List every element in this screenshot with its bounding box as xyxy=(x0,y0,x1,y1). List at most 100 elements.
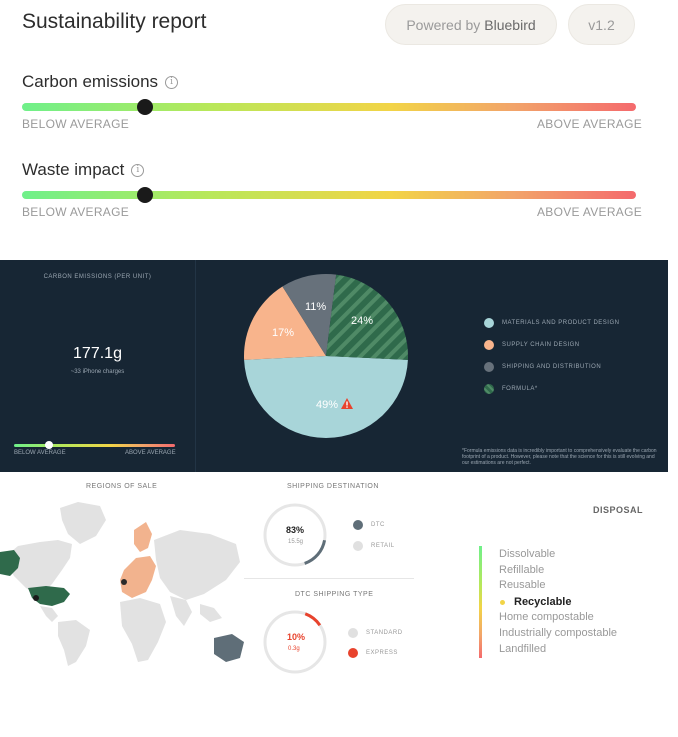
legend-label: STANDARD xyxy=(366,630,403,636)
section-divider xyxy=(244,578,414,579)
carbon-emissions-title: Carbon emissions xyxy=(22,72,159,91)
waste-impact-title: Waste impact xyxy=(22,160,125,179)
carbon-per-unit-title: CARBON EMISSIONS (PER UNIT) xyxy=(43,274,152,280)
pie-slice-materials-and-product-design xyxy=(244,356,408,438)
legend-label: DTC xyxy=(371,522,385,528)
disposal-option-dissolvable: Dissolvable xyxy=(499,548,556,560)
donut-arc xyxy=(304,539,327,565)
legend-swatch xyxy=(348,628,358,638)
legend-label: FORMULA* xyxy=(502,386,538,392)
legend-swatch xyxy=(484,362,494,372)
legend-label: MATERIALS AND PRODUCT DESIGN xyxy=(502,320,620,326)
pie-label-shipping: 11% xyxy=(305,301,327,313)
map-marker-uk xyxy=(121,579,127,585)
legend-shipping: SHIPPING AND DISTRIBUTION xyxy=(484,362,601,372)
map-region-central-america xyxy=(40,606,58,622)
carbon-mini-scale xyxy=(14,441,175,449)
pie-label-supply-chain: 17% xyxy=(272,327,295,339)
waste-impact-label: Waste impact i xyxy=(22,160,145,180)
disposal-title: DISPOSAL xyxy=(593,505,644,515)
pie-slice-shipping-and-distribution xyxy=(282,274,337,356)
pie-value-materials: 49% xyxy=(316,399,339,411)
legend-materials: MATERIALS AND PRODUCT DESIGN xyxy=(484,318,619,328)
shipping-destination-donut xyxy=(263,503,327,567)
legend-swatch xyxy=(348,648,358,658)
map-region-india xyxy=(170,596,192,626)
legend-swatch xyxy=(353,541,363,551)
shipping-destination-sub: 15.5g xyxy=(288,539,304,545)
shipping-destination-value: 83% xyxy=(286,525,305,535)
waste-impact-marker xyxy=(136,187,153,203)
legend-swatch xyxy=(484,318,494,328)
regions-title: REGIONS OF SALE xyxy=(86,483,158,490)
world-map xyxy=(0,502,244,666)
legend-swatch xyxy=(353,520,363,530)
map-region-scandinavia xyxy=(134,522,152,552)
page-title: Sustainability report xyxy=(22,10,207,33)
map-region-africa xyxy=(120,598,166,662)
legend-label: SUPPLY CHAIN DESIGN xyxy=(502,342,580,348)
carbon-breakdown-panel: CARBON EMISSIONS (PER UNIT) 177.1g ~33 i… xyxy=(0,260,668,472)
legend-label: RETAIL xyxy=(371,543,395,549)
map-region-southeast-asia xyxy=(200,604,222,622)
pie-label-materials: 49% xyxy=(316,398,354,411)
legend-label: SHIPPING AND DISTRIBUTION xyxy=(502,364,602,370)
below-average-label: BELOW AVERAGE xyxy=(22,117,130,131)
legend-swatch xyxy=(484,340,494,350)
carbon-mini-marker xyxy=(45,441,54,449)
powered-by-badge[interactable]: Powered by Bluebird xyxy=(385,4,557,45)
disposal-option-refillable: Refillable xyxy=(499,564,545,576)
disposal-option-reusable: Reusable xyxy=(499,579,546,591)
legend-standard: STANDARD xyxy=(348,628,403,638)
legend-dtc: DTC xyxy=(353,520,385,530)
above-average-label: ABOVE AVERAGE xyxy=(537,117,643,131)
donut-track xyxy=(263,610,327,674)
disposal-option-recyclable: Recyclable xyxy=(514,596,572,608)
pie-slice-supply-chain-design xyxy=(244,286,326,360)
waste-impact-scale xyxy=(22,187,636,203)
selected-indicator xyxy=(500,600,505,605)
emissions-pie-chart xyxy=(244,274,408,438)
version-badge: v1.2 xyxy=(568,4,635,45)
carbon-per-unit-value: 177.1g xyxy=(73,345,122,362)
dtc-shipping-sub: 0.3g xyxy=(288,646,300,652)
donut-arc xyxy=(304,612,322,627)
carbon-equivalent-text: ~33 iPhone charges xyxy=(70,369,125,375)
map-region-australia xyxy=(214,634,244,662)
map-region-europe xyxy=(120,556,156,598)
dtc-shipping-value: 10% xyxy=(287,632,306,642)
pie-label-formula: 24% xyxy=(351,315,374,327)
dtc-shipping-donut xyxy=(263,610,327,674)
formula-footnote: *Formula emissions data is incredibly im… xyxy=(462,448,657,466)
below-average-label: BELOW AVERAGE xyxy=(14,450,66,456)
pie-slice-formula xyxy=(326,274,408,360)
map-region-alaska xyxy=(0,550,20,576)
disposal-option-home-compostable: Home compostable xyxy=(499,611,594,623)
legend-label: EXPRESS xyxy=(366,650,398,656)
carbon-emissions-scale xyxy=(22,99,636,115)
below-average-label: BELOW AVERAGE xyxy=(22,205,130,219)
info-icon[interactable]: i xyxy=(131,163,145,177)
info-icon[interactable]: i xyxy=(165,75,179,89)
shipping-destination-title: SHIPPING DESTINATION xyxy=(287,483,379,490)
panel-divider xyxy=(195,260,196,472)
legend-formula: FORMULA* xyxy=(484,384,538,394)
disposal-option-landfilled: Landfilled xyxy=(499,643,547,655)
warning-icon xyxy=(341,398,354,409)
carbon-emissions-label: Carbon emissions i xyxy=(22,72,179,92)
map-region-greenland xyxy=(60,502,106,544)
legend-supply-chain: SUPPLY CHAIN DESIGN xyxy=(484,340,580,350)
powered-by-brand: Bluebird xyxy=(484,16,536,33)
carbon-emissions-marker xyxy=(136,99,153,115)
map-marker-usa xyxy=(33,595,39,601)
dtc-shipping-title: DTC SHIPPING TYPE xyxy=(295,591,374,598)
disposal-scale xyxy=(479,546,482,658)
powered-by-prefix: Powered by xyxy=(406,16,481,33)
disposal-option-industrially-compostable: Industrially compostable xyxy=(499,627,618,639)
legend-retail: RETAIL xyxy=(353,541,395,551)
above-average-label: ABOVE AVERAGE xyxy=(125,450,176,456)
donut-track xyxy=(263,503,327,567)
map-region-usa xyxy=(28,586,70,606)
above-average-label: ABOVE AVERAGE xyxy=(537,205,643,219)
map-region-north-america xyxy=(6,540,72,596)
